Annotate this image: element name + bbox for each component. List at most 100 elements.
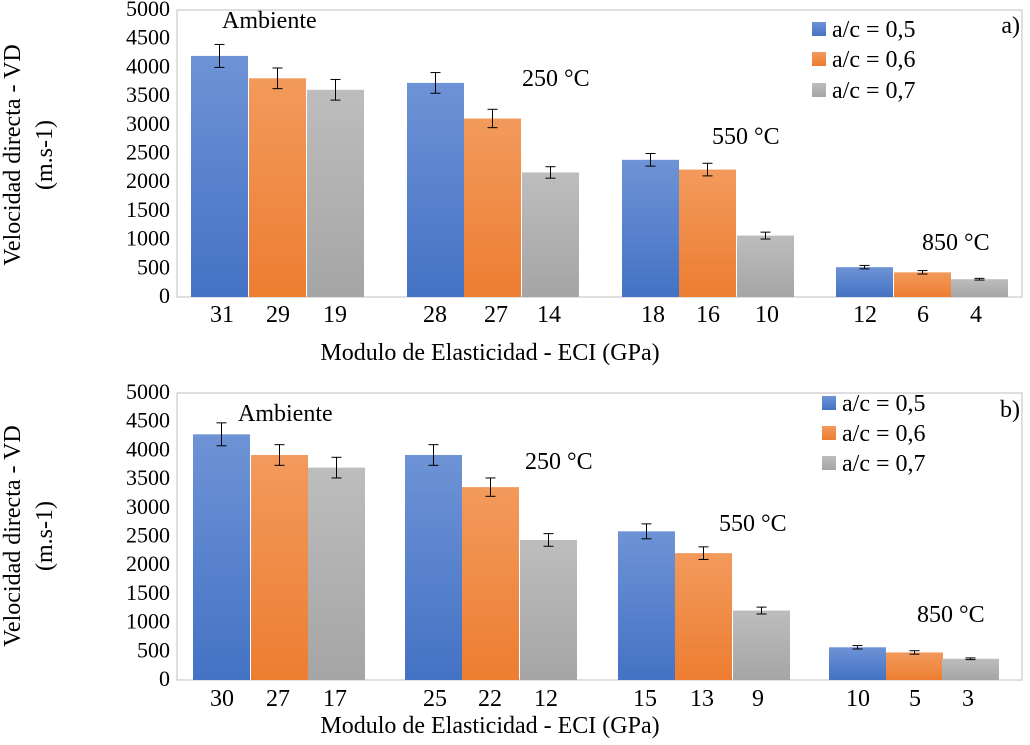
bar xyxy=(894,272,951,297)
bar xyxy=(829,647,886,680)
y-tick-label: 0 xyxy=(159,666,170,691)
y-tick-label: 3000 xyxy=(126,111,170,136)
y-tick-label: 4000 xyxy=(126,436,170,461)
x-tick-label: 10 xyxy=(755,302,779,328)
error-bar xyxy=(330,78,341,101)
x-tick-label: 5 xyxy=(909,686,921,712)
y-axis-label: Velocidad directa - VD xyxy=(0,425,26,646)
y-axis-label: Velocidad directa - VD xyxy=(0,44,26,265)
x-tick-label: 19 xyxy=(323,302,347,328)
error-bar xyxy=(702,162,713,177)
y-tick-label: 0 xyxy=(159,283,170,308)
y-tick-label: 1000 xyxy=(126,609,170,634)
bar xyxy=(618,531,675,680)
x-tick-label: 14 xyxy=(537,302,561,328)
bar xyxy=(191,55,248,297)
error-bar xyxy=(216,422,227,447)
bar xyxy=(737,235,794,297)
y-tick-label: 4000 xyxy=(126,53,170,78)
legend-swatch xyxy=(822,396,836,410)
x-tick-label: 9 xyxy=(752,686,764,712)
group-annotation: 550 °C xyxy=(719,511,787,537)
bar xyxy=(464,118,521,298)
bar xyxy=(733,610,790,680)
x-tick-label: 28 xyxy=(423,302,447,328)
bar xyxy=(307,89,364,297)
y-tick-label: 3500 xyxy=(126,82,170,107)
y-tick-label: 1500 xyxy=(126,580,170,605)
bar xyxy=(407,82,464,297)
x-tick-label: 17 xyxy=(323,686,347,712)
legend-swatch xyxy=(812,22,826,36)
panel-label: b) xyxy=(1000,397,1020,423)
error-bar xyxy=(698,546,709,560)
bar xyxy=(522,172,579,297)
panel-label: a) xyxy=(1001,13,1020,39)
group-annotation: 550 °C xyxy=(712,124,780,150)
y-tick-label: 3500 xyxy=(126,465,170,490)
error-bar xyxy=(214,43,225,68)
y-tick-label: 2500 xyxy=(126,523,170,548)
x-tick-label: 6 xyxy=(917,302,929,328)
x-axis-label: Modulo de Elasticidad - ECI (GPa) xyxy=(320,340,659,366)
bar xyxy=(942,658,999,680)
error-bar xyxy=(909,650,920,655)
x-tick-label: 13 xyxy=(690,686,714,712)
bar xyxy=(520,539,577,680)
x-tick-label: 29 xyxy=(266,302,290,328)
legend-entry: a/c = 0,7 xyxy=(832,78,916,104)
error-bar xyxy=(974,277,985,281)
error-bar xyxy=(852,645,863,650)
error-bar xyxy=(428,444,439,466)
bar xyxy=(679,169,736,297)
error-bar xyxy=(487,108,498,129)
legend-swatch xyxy=(812,83,826,97)
legend: a/c = 0,5 a/c = 0,6 a/c = 0,7 xyxy=(822,391,926,477)
x-tick-label: 18 xyxy=(641,302,665,328)
x-tick-label: 27 xyxy=(484,302,508,328)
error-bar xyxy=(645,153,656,167)
y-axis-label: (m.s-1) xyxy=(32,501,58,571)
y-tick-label: 2000 xyxy=(126,551,170,576)
legend-swatch xyxy=(822,426,836,440)
y-tick-label: 2000 xyxy=(126,168,170,193)
group-annotation: Ambiente xyxy=(238,401,333,427)
legend-entry: a/c = 0,5 xyxy=(832,17,916,43)
plot-area-frame xyxy=(176,9,1023,298)
y-tick-label: 500 xyxy=(137,637,170,662)
y-tick-label: 3000 xyxy=(126,494,170,519)
y-tick-label: 5000 xyxy=(126,379,170,404)
y-tick-label: 500 xyxy=(137,254,170,279)
error-bar xyxy=(331,456,342,479)
error-bar xyxy=(760,231,771,240)
error-bar xyxy=(756,606,767,615)
x-tick-label: 31 xyxy=(210,302,234,328)
error-bar xyxy=(965,657,976,661)
group-annotation: 250 °C xyxy=(522,66,590,92)
y-tick-label: 4500 xyxy=(126,25,170,50)
y-axis-label: (m.s-1) xyxy=(32,120,58,190)
error-bar xyxy=(545,166,556,179)
bar xyxy=(675,553,732,680)
y-tick-label: 2500 xyxy=(126,140,170,165)
x-axis-label: Modulo de Elasticidad - ECI (GPa) xyxy=(320,713,659,739)
y-tick-label: 5000 xyxy=(126,0,170,21)
legend: a/c = 0,5 a/c = 0,6 a/c = 0,7 xyxy=(812,17,916,104)
bar xyxy=(249,78,306,297)
x-tick-label: 12 xyxy=(534,686,558,712)
error-bar xyxy=(859,264,870,270)
x-tick-label: 10 xyxy=(846,686,870,712)
bar xyxy=(193,434,250,680)
error-bar xyxy=(543,533,554,547)
x-tick-label: 30 xyxy=(210,686,234,712)
y-tick-label: 1000 xyxy=(126,226,170,251)
bar xyxy=(462,487,519,680)
bar xyxy=(405,454,462,680)
error-bar xyxy=(641,523,652,540)
y-tick-label: 4500 xyxy=(126,408,170,433)
bar xyxy=(308,467,365,680)
bar xyxy=(886,652,943,680)
error-bar xyxy=(272,67,283,90)
plot-area-frame xyxy=(176,392,1023,681)
